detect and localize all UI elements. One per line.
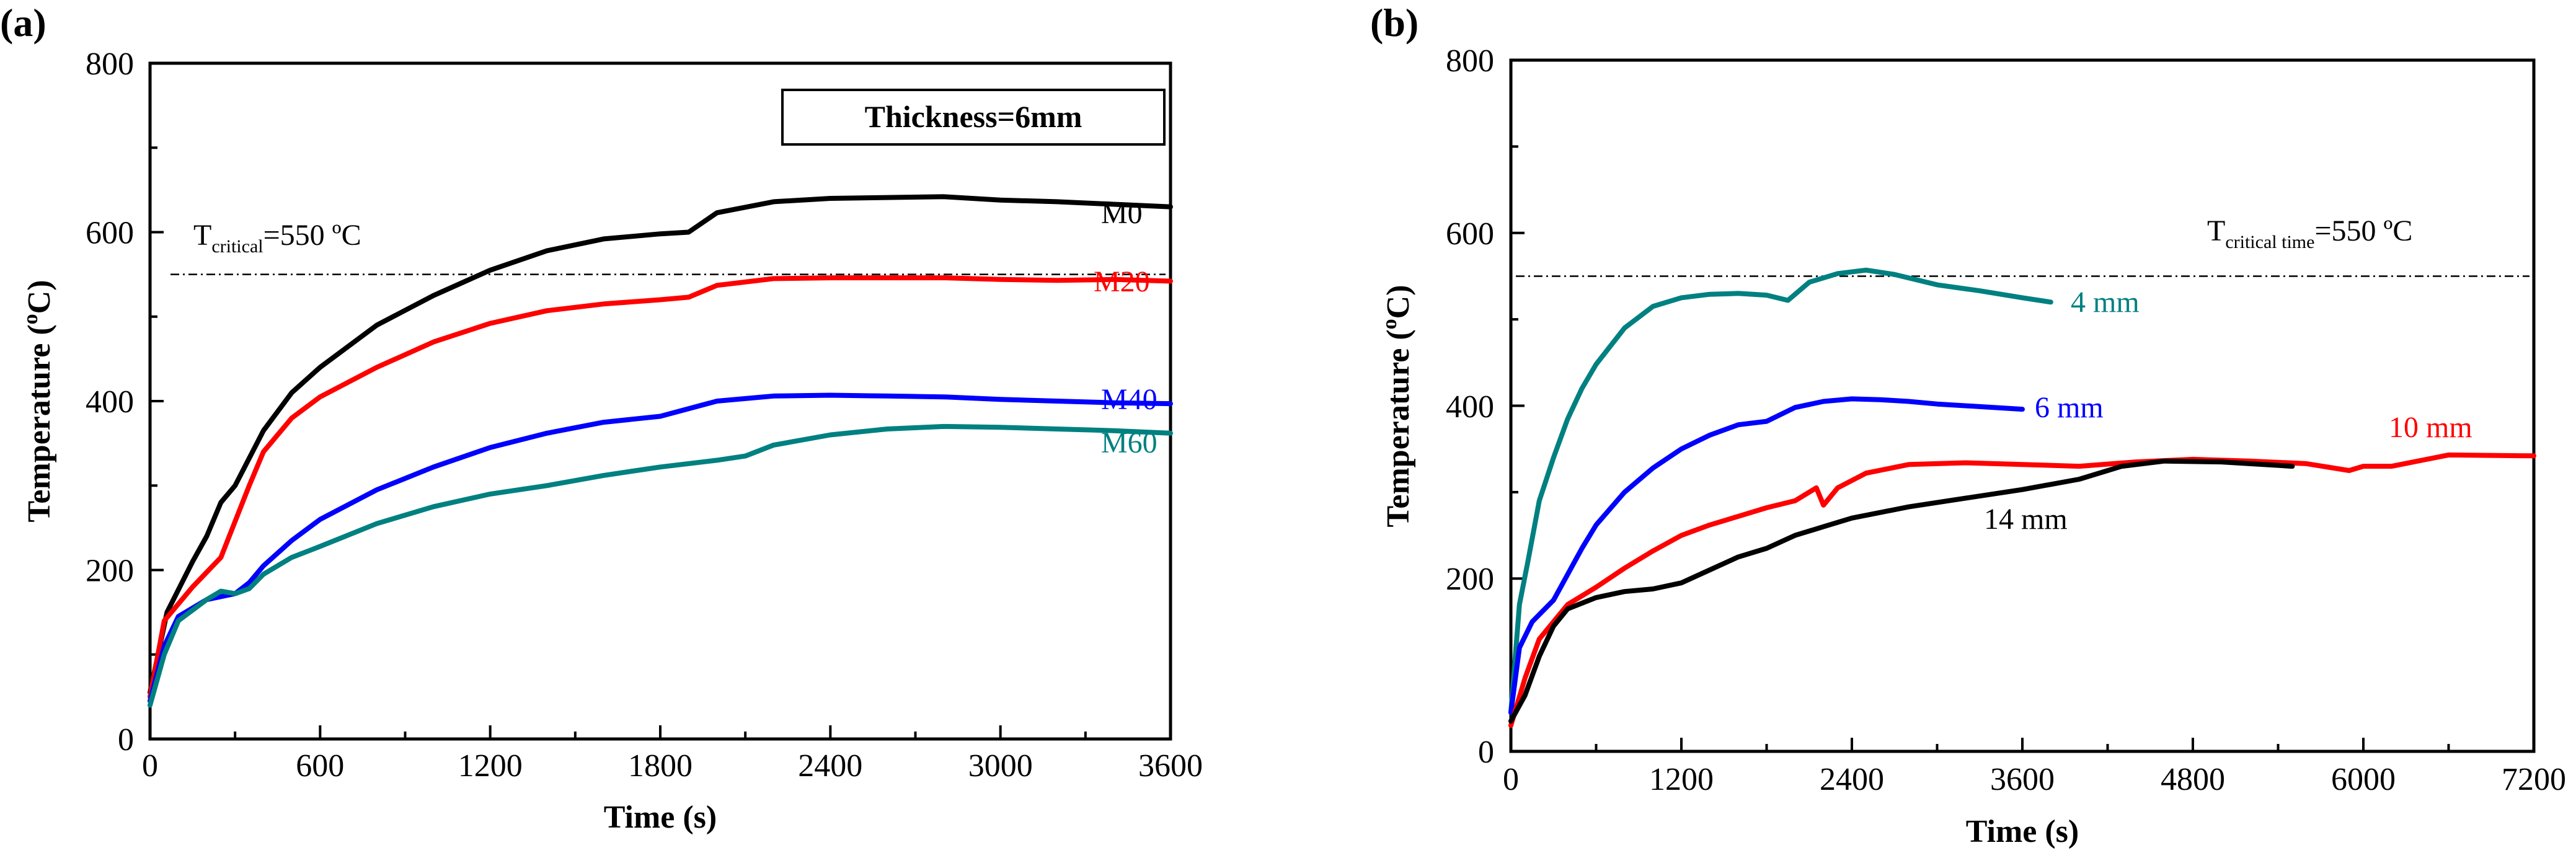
y-tick-label: 200	[1446, 562, 1494, 597]
series-label-14mm: 14 mm	[1984, 503, 2068, 536]
x-tick-labels-a: 0 600 1200 1800 2400 3000 3600	[142, 748, 1203, 784]
x-tick-label: 0	[142, 748, 158, 784]
y-tick-labels-b: 0 200 400 600 800	[1446, 43, 1494, 770]
panel-label-b: (b)	[1370, 1, 1419, 45]
series-line-m40	[148, 392, 1173, 704]
series-line-4mm	[1508, 267, 2053, 715]
ticks-a	[149, 62, 1172, 740]
x-tick-label: 600	[296, 748, 344, 784]
thickness-box	[781, 89, 1166, 146]
series-group-a	[148, 194, 1173, 708]
y-tick-label: 600	[86, 216, 134, 251]
x-tick-label: 1200	[458, 748, 523, 784]
y-tick-label: 800	[86, 46, 134, 82]
x-tick-label: 4800	[2161, 762, 2225, 797]
critical-label-a: Tcritical=550 ºC	[193, 219, 361, 257]
ticks-b	[1510, 59, 2535, 753]
y-tick-label: 0	[1478, 735, 1494, 770]
y-tick-label: 400	[86, 384, 134, 420]
x-tick-labels-b: 0 1200 2400 3600 4800 6000 7200	[1503, 762, 2566, 797]
y-axis-title-suffix: C)	[22, 280, 57, 314]
x-axis-title-a: Time (s)	[604, 800, 717, 835]
plot-frame-b	[1509, 58, 2536, 753]
series-line-m0	[148, 194, 1173, 696]
chart-panel-a: (a) 0 600 1200 1800 2400 3000 3600 0 200…	[0, 1, 1203, 835]
series-line-10mm	[1508, 452, 2536, 728]
x-tick-label: 2400	[798, 748, 862, 784]
critical-label-b: Tcritical time=550 ºC	[2207, 214, 2412, 252]
y-axis-title-b: Temperature (oC)	[1378, 285, 1416, 527]
series-label-4mm: 4 mm	[2071, 286, 2140, 319]
y-tick-label: 800	[1446, 43, 1494, 79]
y-tick-label: 200	[86, 554, 134, 589]
y-axis-title-suffix: C)	[1381, 285, 1416, 319]
y-axis-title-sup: o	[19, 314, 42, 324]
series-line-14mm	[1508, 458, 2295, 724]
x-axis-title-b: Time (s)	[1966, 814, 2079, 849]
y-axis-title-a: Temperature (oC)	[19, 280, 57, 522]
x-tick-label: 1200	[1649, 762, 1714, 797]
x-tick-label: 2400	[1820, 762, 1884, 797]
x-tick-label: 6000	[2331, 762, 2396, 797]
chart-panel-b: (b) 0 1200 2400 3600 4800 6000 7200 0 20…	[1370, 1, 2566, 849]
series-label-m60: M60	[1101, 427, 1157, 459]
series-group-b	[1508, 267, 2536, 728]
series-label-6mm: 6 mm	[2035, 391, 2104, 424]
y-tick-labels-a: 0 200 400 600 800	[86, 46, 134, 758]
x-tick-label: 7200	[2502, 762, 2566, 797]
x-tick-label: 1800	[628, 748, 693, 784]
y-tick-label: 600	[1446, 216, 1494, 252]
x-tick-label: 3600	[1138, 748, 1203, 784]
y-tick-label: 0	[118, 722, 134, 758]
y-axis-title-prefix: Temperature (	[22, 324, 57, 522]
panel-label-a: (a)	[0, 1, 46, 45]
series-label-m40: M40	[1101, 383, 1157, 416]
series-label-10mm: 10 mm	[2389, 411, 2472, 444]
x-tick-label: 0	[1503, 762, 1519, 797]
series-label-m20: M20	[1094, 265, 1150, 298]
series-line-6mm	[1508, 396, 2025, 715]
series-line-m60	[148, 423, 1173, 708]
x-tick-label: 3000	[968, 748, 1033, 784]
y-axis-title-prefix: Temperature (	[1381, 329, 1416, 527]
y-axis-title-sup: o	[1378, 319, 1401, 329]
series-label-m0: M0	[1101, 197, 1143, 230]
x-tick-label: 3600	[1990, 762, 2055, 797]
series-line-m20	[148, 275, 1173, 699]
y-tick-label: 400	[1446, 389, 1494, 425]
thickness-box-text: Thickness=6mm	[865, 99, 1082, 134]
